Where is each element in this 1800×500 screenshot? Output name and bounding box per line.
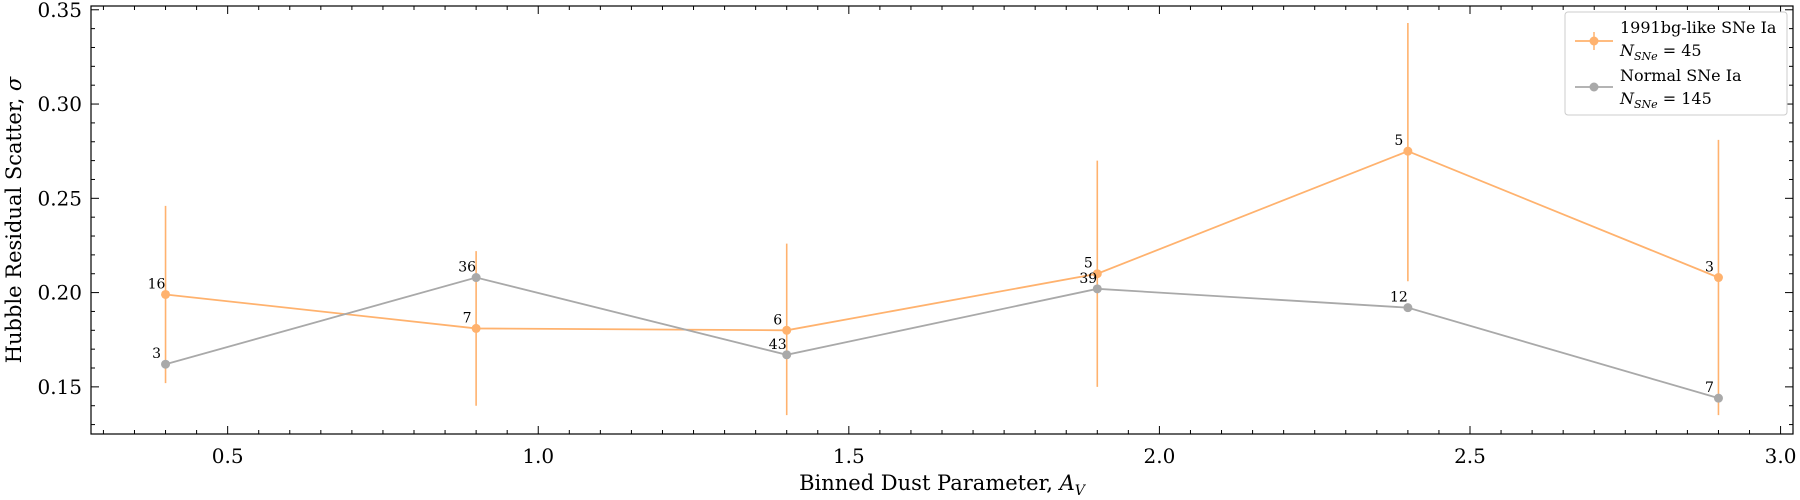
count-label: 5 xyxy=(1084,256,1093,272)
count-label: 7 xyxy=(463,310,472,326)
legend-entry-1991bg: 1991bg-like SNe Ia NSNe = 45 xyxy=(1575,18,1777,63)
y-axis-label: Hubble Residual Scatter, σ xyxy=(2,76,26,363)
data-point xyxy=(161,359,171,369)
y-tick-label: 0.30 xyxy=(37,92,82,116)
series-line xyxy=(165,276,1719,400)
legend-count-normal: NSNe = 145 xyxy=(1619,89,1712,111)
count-label: 43 xyxy=(769,337,787,353)
y-tick-label: 0.20 xyxy=(37,281,82,305)
legend-swatch-marker-normal xyxy=(1589,82,1599,92)
x-tick-label: 3.0 xyxy=(1765,444,1797,468)
legend-count-1991bg: NSNe = 45 xyxy=(1619,41,1702,63)
series-line xyxy=(165,150,1719,332)
data-point xyxy=(471,323,481,333)
y-tick-label: 0.35 xyxy=(37,0,82,22)
plot-frame xyxy=(90,5,1794,435)
legend-label-1991bg: 1991bg-like SNe Ia xyxy=(1620,18,1777,37)
data-point xyxy=(471,273,481,283)
count-label: 16 xyxy=(148,276,166,292)
count-label: 7 xyxy=(1705,380,1714,396)
legend-entry-normal: Normal SNe Ia NSNe = 145 xyxy=(1575,66,1742,111)
legend: 1991bg-like SNe Ia NSNe = 45 Normal SNe … xyxy=(1564,11,1788,116)
x-tick-label: 1.5 xyxy=(833,444,865,468)
y-tick-label: 0.25 xyxy=(37,186,82,210)
y-tick-label: 0.15 xyxy=(37,375,82,399)
series-layer: 16 7 6 5 5 3 3 36 43 39 12 7 xyxy=(148,22,1723,416)
count-label: 3 xyxy=(152,346,161,362)
data-point xyxy=(161,289,171,299)
data-point xyxy=(1092,284,1102,294)
legend-label-normal: Normal SNe Ia xyxy=(1620,66,1742,85)
x-tick-label: 1.0 xyxy=(522,444,554,468)
data-point xyxy=(782,350,792,360)
data-point xyxy=(1713,393,1723,403)
count-label: 6 xyxy=(773,312,782,328)
data-point xyxy=(1092,269,1102,279)
series-1991bg: 16 7 6 5 5 3 xyxy=(148,22,1723,416)
data-point xyxy=(1403,303,1413,313)
x-tick-label: 2.0 xyxy=(1144,444,1176,468)
x-tick-label: 0.5 xyxy=(212,444,244,468)
data-point xyxy=(1403,146,1413,156)
axis-ticks: 0.5 1.0 1.5 2.0 2.5 3.0 0.15 0.20 0.25 0.30 0.35 xyxy=(37,0,1796,468)
data-point xyxy=(782,325,792,335)
data-point xyxy=(1713,273,1723,283)
count-label: 5 xyxy=(1394,133,1403,149)
x-tick-label: 2.5 xyxy=(1454,444,1486,468)
count-label: 3 xyxy=(1705,260,1714,276)
count-label: 39 xyxy=(1079,271,1097,287)
x-axis-label: Binned Dust Parameter, AV xyxy=(799,471,1087,499)
count-label: 12 xyxy=(1390,290,1408,306)
legend-box xyxy=(1564,11,1788,116)
count-label: 36 xyxy=(458,260,476,276)
legend-swatch-marker-1991bg xyxy=(1589,36,1599,46)
